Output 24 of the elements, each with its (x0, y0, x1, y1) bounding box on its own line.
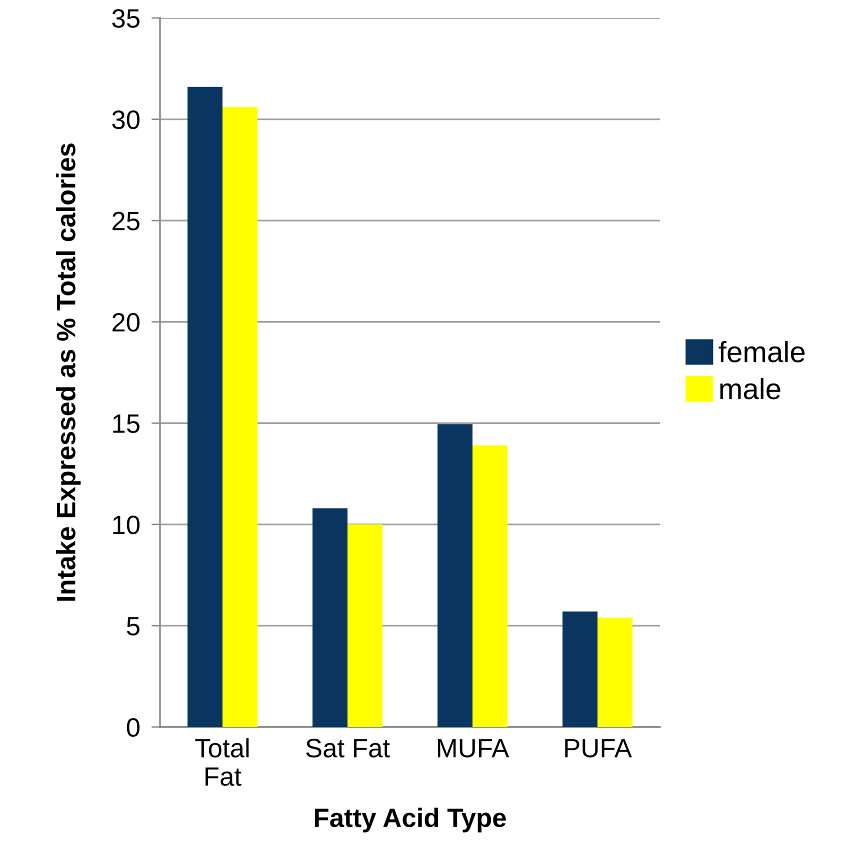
y-tick-label: 35 (112, 9, 140, 28)
bar (188, 86, 222, 727)
bar (562, 612, 598, 727)
y-tick-label: 25 (112, 212, 140, 230)
y-tick-label: 20 (112, 312, 140, 332)
bar (312, 508, 348, 727)
x-tick-label: Sat Fat (306, 738, 390, 758)
x-tick-label: MUFA (438, 739, 510, 758)
bar (472, 445, 508, 727)
legend-label: female (718, 340, 805, 362)
legend-label: male (720, 378, 780, 400)
y-tick-label: 5 (126, 617, 140, 636)
bar (222, 107, 258, 727)
bar (598, 618, 632, 727)
y-tick-label: 15 (113, 414, 140, 433)
y-axis-title: Intake Expressed as % Total calories (56, 144, 81, 601)
x-tick-label: PUFA (565, 739, 632, 758)
x-axis-title: Fatty Acid Type (315, 808, 506, 832)
bar (348, 524, 382, 727)
y-tick-label: 10 (113, 516, 140, 534)
y-tick-label: 30 (112, 110, 140, 130)
x-tick-label: Total Fat (195, 738, 249, 786)
y-tick-label: 0 (126, 718, 140, 737)
bar (438, 424, 472, 727)
